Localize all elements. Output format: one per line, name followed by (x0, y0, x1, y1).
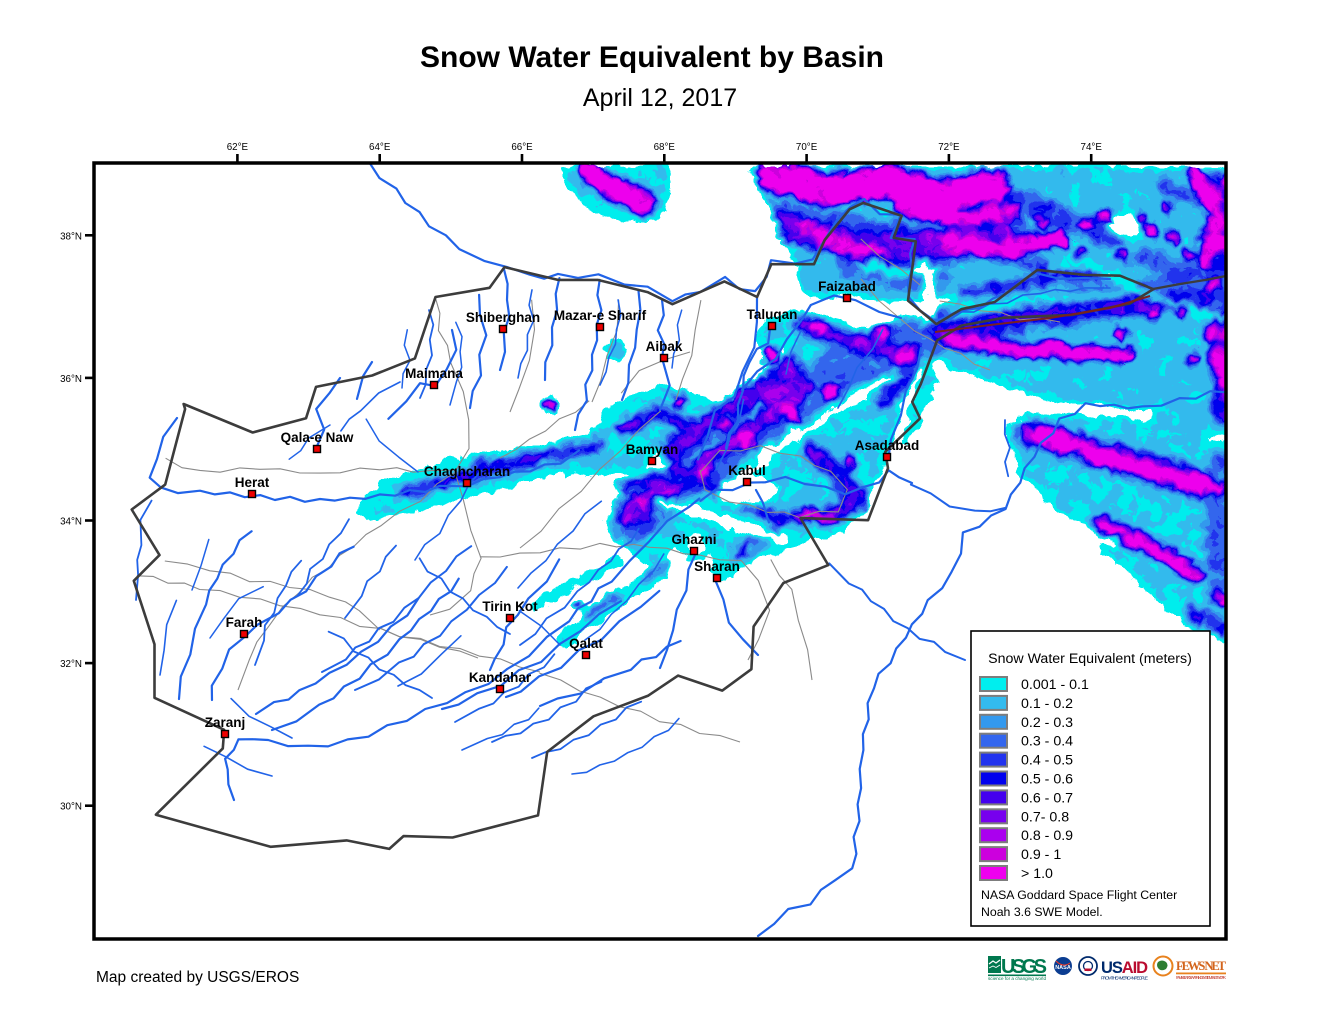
svg-text:Kandahar: Kandahar (469, 670, 532, 685)
svg-text:Qalat: Qalat (569, 636, 603, 651)
svg-text:34°N: 34°N (60, 517, 82, 528)
svg-text:62°E: 62°E (227, 142, 249, 153)
svg-text:Herat: Herat (235, 475, 270, 490)
svg-text:USAID: USAID (1101, 959, 1148, 977)
svg-text:FAMINE EARLY WARNING SYSTEMS N: FAMINE EARLY WARNING SYSTEMS NETWORK (1176, 975, 1226, 980)
svg-text:FROM THE AMERICAN PEOPLE: FROM THE AMERICAN PEOPLE (1101, 976, 1148, 981)
svg-text:Tirin Kot: Tirin Kot (482, 599, 538, 614)
svg-text:Taluqan: Taluqan (747, 307, 798, 322)
svg-text:0.4 - 0.5: 0.4 - 0.5 (1021, 753, 1073, 769)
svg-text:Noah 3.6 SWE Model.: Noah 3.6 SWE Model. (981, 905, 1103, 919)
svg-text:Qala-e Naw: Qala-e Naw (281, 430, 354, 445)
svg-text:0.5 - 0.6: 0.5 - 0.6 (1021, 772, 1073, 788)
svg-text:Farah: Farah (226, 615, 263, 630)
svg-text:0.9 - 1: 0.9 - 1 (1021, 847, 1061, 863)
svg-text:Snow Water Equivalent (meters): Snow Water Equivalent (meters) (988, 651, 1192, 667)
svg-text:0.3 - 0.4: 0.3 - 0.4 (1021, 734, 1073, 750)
svg-text:38°N: 38°N (60, 231, 82, 242)
svg-text:Bamyan: Bamyan (626, 442, 679, 457)
svg-text:0.6 - 0.7: 0.6 - 0.7 (1021, 790, 1073, 806)
svg-text:Mazar-e Sharif: Mazar-e Sharif (554, 308, 647, 323)
svg-text:Ghazni: Ghazni (671, 532, 716, 547)
svg-text:USGS: USGS (1001, 956, 1047, 978)
svg-text:Aibak: Aibak (646, 339, 683, 354)
svg-text:NASA: NASA (1055, 965, 1071, 971)
svg-text:0.2 - 0.3: 0.2 - 0.3 (1021, 715, 1073, 731)
svg-text:Zaranj: Zaranj (205, 715, 246, 730)
svg-text:science for a changing world: science for a changing world (988, 976, 1046, 981)
svg-text:74°E: 74°E (1081, 142, 1103, 153)
svg-text:Kabul: Kabul (728, 463, 766, 478)
svg-text:> 1.0: > 1.0 (1021, 866, 1053, 882)
svg-text:68°E: 68°E (654, 142, 676, 153)
svg-text:32°N: 32°N (60, 659, 82, 670)
svg-text:72°E: 72°E (938, 142, 960, 153)
svg-text:64°E: 64°E (369, 142, 391, 153)
svg-text:0.7- 0.8: 0.7- 0.8 (1021, 809, 1069, 825)
svg-text:Map created by USGS/EROS: Map created by USGS/EROS (96, 969, 299, 986)
svg-text:Chaghcharan: Chaghcharan (424, 464, 510, 479)
svg-text:0.001 - 0.1: 0.001 - 0.1 (1021, 677, 1089, 693)
svg-text:April 12, 2017: April 12, 2017 (583, 84, 737, 112)
svg-text:0.1 - 0.2: 0.1 - 0.2 (1021, 696, 1073, 712)
svg-text:Maimana: Maimana (405, 366, 463, 381)
svg-text:0.8 - 0.9: 0.8 - 0.9 (1021, 828, 1073, 844)
svg-text:30°N: 30°N (60, 802, 82, 813)
svg-text:66°E: 66°E (511, 142, 533, 153)
svg-text:36°N: 36°N (60, 374, 82, 385)
svg-text:Snow Water Equivalent by Basin: Snow Water Equivalent by Basin (420, 41, 884, 74)
svg-text:Asadabad: Asadabad (855, 438, 920, 453)
svg-text:Shiberghan: Shiberghan (466, 310, 540, 325)
svg-text:Sharan: Sharan (694, 559, 740, 574)
svg-text:Faizabad: Faizabad (818, 279, 876, 294)
svg-text:NASA Goddard Space Flight Cent: NASA Goddard Space Flight Center (981, 888, 1177, 902)
svg-text:FEWS NET: FEWS NET (1176, 959, 1227, 973)
svg-text:70°E: 70°E (796, 142, 818, 153)
